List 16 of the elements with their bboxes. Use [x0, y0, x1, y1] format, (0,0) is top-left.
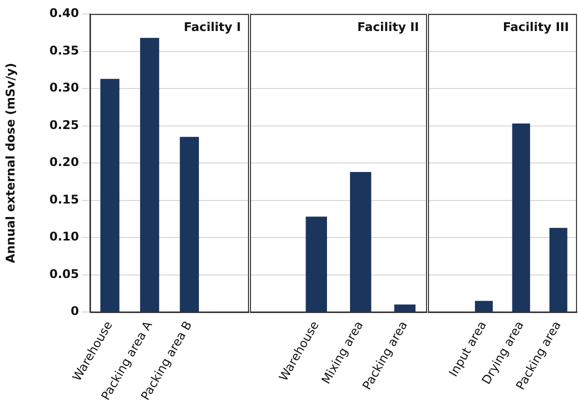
y-axis-title: Annual external dose (mSv/y) [3, 62, 18, 264]
text: Facility II [357, 20, 419, 34]
text: Facility I [184, 20, 241, 34]
y-tick-label: 0.40 [49, 6, 79, 20]
y-tick-label: 0.25 [49, 118, 79, 132]
y-tick-label: 0.20 [49, 155, 79, 170]
y-tick-label: 0.30 [49, 80, 79, 95]
y-tick-label: 0.35 [49, 43, 79, 58]
bar [140, 38, 160, 312]
text: Facility III [502, 20, 569, 34]
bar [180, 136, 199, 312]
y-tick-label: 0.10 [49, 230, 79, 244]
y-tick-label: 0.05 [49, 266, 79, 281]
y-tick-label: 0.15 [49, 192, 79, 206]
y-tick-label: 0 [70, 304, 79, 318]
bar [100, 78, 120, 312]
